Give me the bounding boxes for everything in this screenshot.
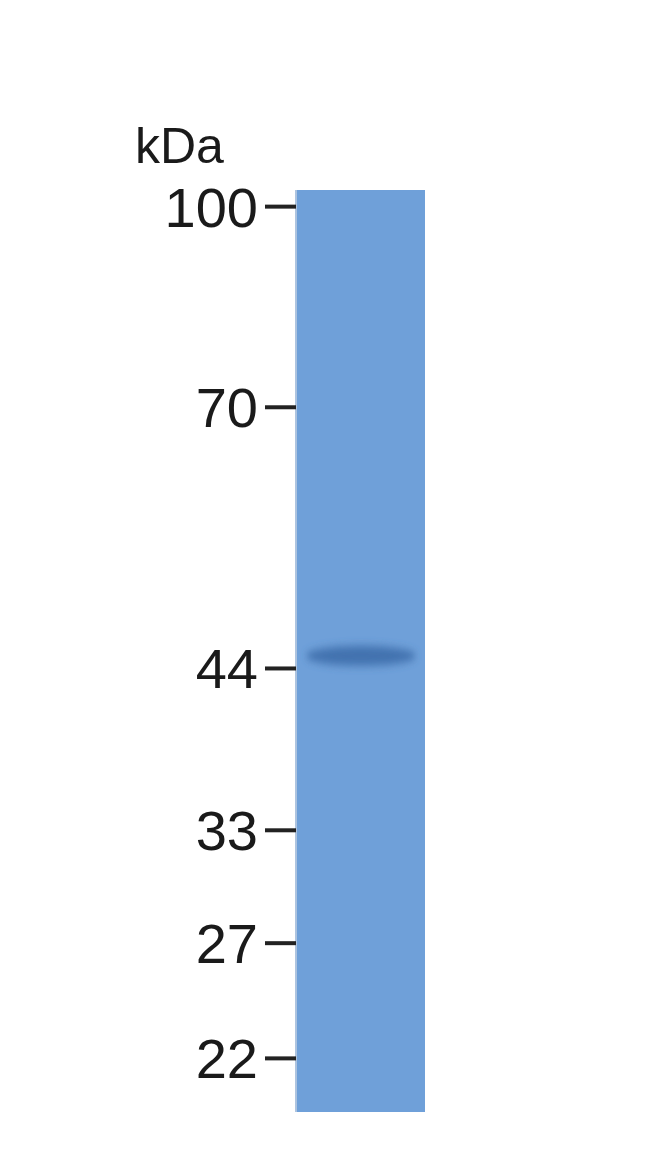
tick-mark <box>265 1056 296 1060</box>
tick-label: 70 <box>196 376 258 439</box>
tick-mark <box>265 828 296 832</box>
blot-figure: kDa100 70 44 33 27 22 <box>0 0 650 1156</box>
axis-label: kDa <box>135 118 224 174</box>
tick-label: 33 <box>196 799 258 862</box>
band <box>306 646 416 666</box>
tick-label: 100 <box>165 176 258 239</box>
axis-line <box>296 190 297 1112</box>
tick-mark <box>265 941 296 945</box>
tick-label: 22 <box>196 1027 258 1090</box>
bands <box>306 646 416 666</box>
tick-mark <box>265 405 296 409</box>
lane <box>297 190 425 1112</box>
tick-label: 27 <box>196 912 258 975</box>
tick-mark <box>265 205 296 209</box>
figure: kDa100 70 44 33 27 22 <box>0 0 650 1156</box>
tick-mark <box>265 666 296 670</box>
tick-label: 44 <box>196 637 258 700</box>
